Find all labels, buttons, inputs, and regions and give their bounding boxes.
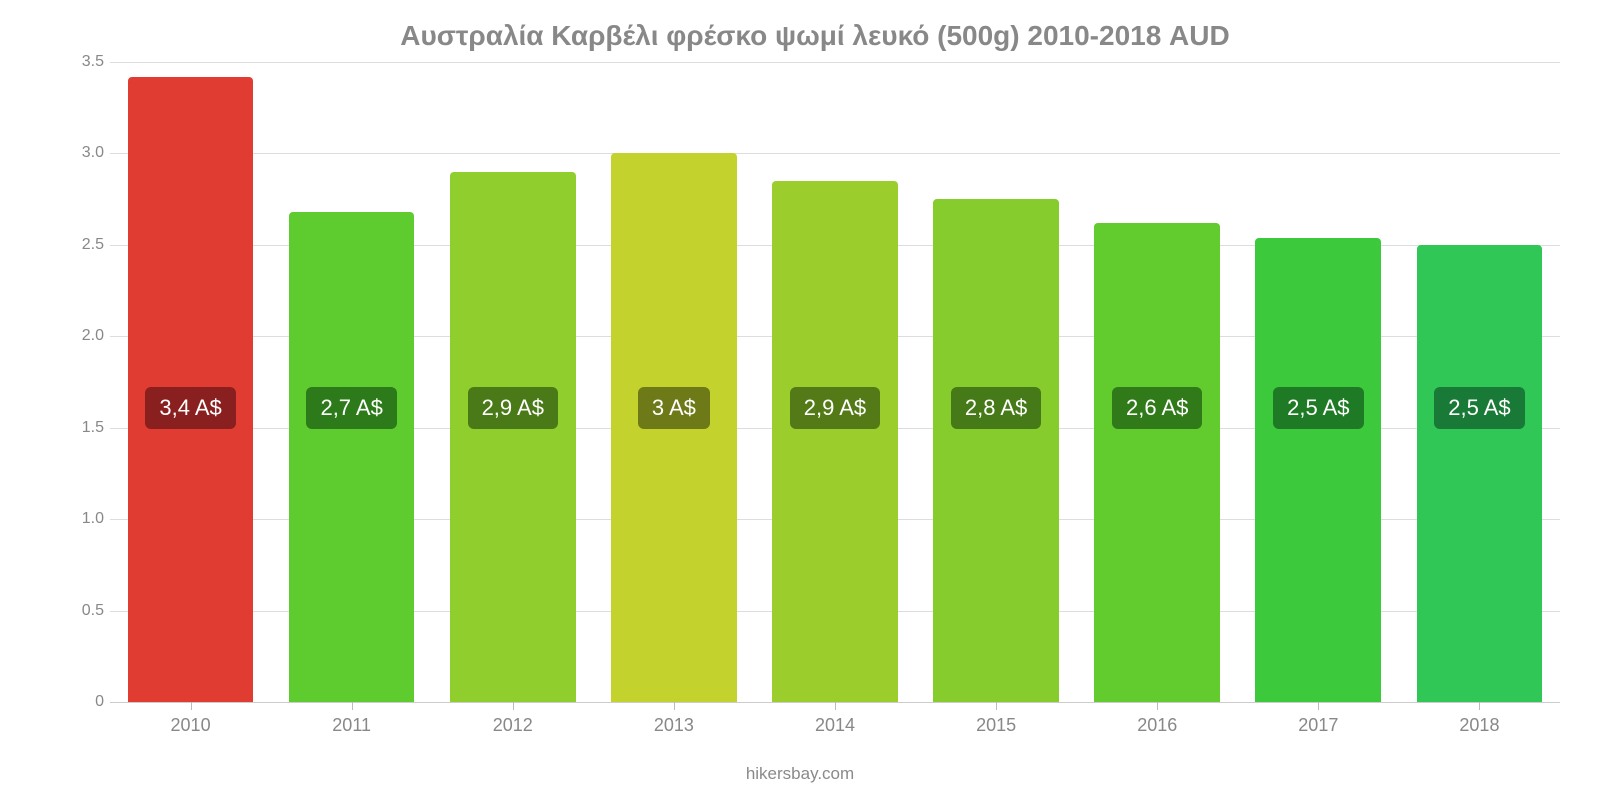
x-axis-label: 2014 — [754, 715, 915, 736]
x-tick — [1318, 702, 1319, 710]
y-tick-label: 3.0 — [82, 144, 104, 162]
x-axis-label: 2018 — [1399, 715, 1560, 736]
bar-chart: Αυστραλία Καρβέλι φρέσκο ψωμί λευκό (500… — [0, 0, 1600, 800]
bar-value-label: 2,5 A$ — [1434, 387, 1524, 429]
bar: 2,8 A$ — [933, 199, 1059, 702]
x-axis-label: 2013 — [593, 715, 754, 736]
bar: 2,5 A$ — [1417, 245, 1543, 702]
y-tick-label: 2.0 — [82, 327, 104, 345]
bar-slot: 2,9 A$ — [754, 62, 915, 702]
plot-area: 00.51.01.52.02.53.03.5 3,4 A$2,7 A$2,9 A… — [70, 62, 1560, 702]
y-tick-label: 2.5 — [82, 236, 104, 254]
bar-value-label: 3 A$ — [638, 387, 710, 429]
bar-slot: 2,5 A$ — [1238, 62, 1399, 702]
x-tick — [835, 702, 836, 710]
bar-slot: 2,9 A$ — [432, 62, 593, 702]
y-tick-label: 0 — [95, 693, 104, 711]
bar-slot: 3 A$ — [593, 62, 754, 702]
x-tick — [1157, 702, 1158, 710]
bar-value-label: 2,8 A$ — [951, 387, 1041, 429]
bar-slot: 2,6 A$ — [1077, 62, 1238, 702]
y-axis: 00.51.01.52.02.53.03.5 — [70, 62, 110, 702]
bar: 3,4 A$ — [128, 77, 254, 702]
x-axis-label: 2017 — [1238, 715, 1399, 736]
bar-value-label: 2,5 A$ — [1273, 387, 1363, 429]
x-tick — [513, 702, 514, 710]
bar: 2,7 A$ — [289, 212, 415, 702]
x-tick — [674, 702, 675, 710]
chart-title: Αυστραλία Καρβέλι φρέσκο ψωμί λευκό (500… — [70, 20, 1560, 52]
y-tick-label: 0.5 — [82, 602, 104, 620]
y-tick-label: 1.0 — [82, 510, 104, 528]
bar-value-label: 3,4 A$ — [145, 387, 235, 429]
bar: 2,5 A$ — [1255, 238, 1381, 702]
x-axis-label: 2010 — [110, 715, 271, 736]
x-axis-label: 2011 — [271, 715, 432, 736]
bar: 2,9 A$ — [772, 181, 898, 702]
bar: 2,9 A$ — [450, 172, 576, 702]
x-axis-label: 2015 — [916, 715, 1077, 736]
bar-slot: 2,5 A$ — [1399, 62, 1560, 702]
x-tick — [1479, 702, 1480, 710]
bar: 3 A$ — [611, 153, 737, 702]
x-tick — [191, 702, 192, 710]
y-tick-label: 1.5 — [82, 419, 104, 437]
bar-value-label: 2,6 A$ — [1112, 387, 1202, 429]
y-tick-label: 3.5 — [82, 53, 104, 71]
bars-container: 3,4 A$ 2,7 A$ 2,9 A$ 3 A$ 2,9 A$ 2,8 A$ 2,6 A$… — [110, 62, 1560, 702]
x-tick — [996, 702, 997, 710]
x-axis-labels: 201020112012201320142015201620172018 — [110, 715, 1560, 736]
bar-value-label: 2,9 A$ — [790, 387, 880, 429]
bar-value-label: 2,7 A$ — [306, 387, 396, 429]
bar-value-label: 2,9 A$ — [468, 387, 558, 429]
bar-slot: 2,7 A$ — [271, 62, 432, 702]
x-tick — [352, 702, 353, 710]
bar: 2,6 A$ — [1094, 223, 1220, 702]
x-axis-label: 2016 — [1077, 715, 1238, 736]
attribution-text: hikersbay.com — [0, 764, 1600, 784]
bar-slot: 2,8 A$ — [916, 62, 1077, 702]
bar-slot: 3,4 A$ — [110, 62, 271, 702]
x-axis-label: 2012 — [432, 715, 593, 736]
